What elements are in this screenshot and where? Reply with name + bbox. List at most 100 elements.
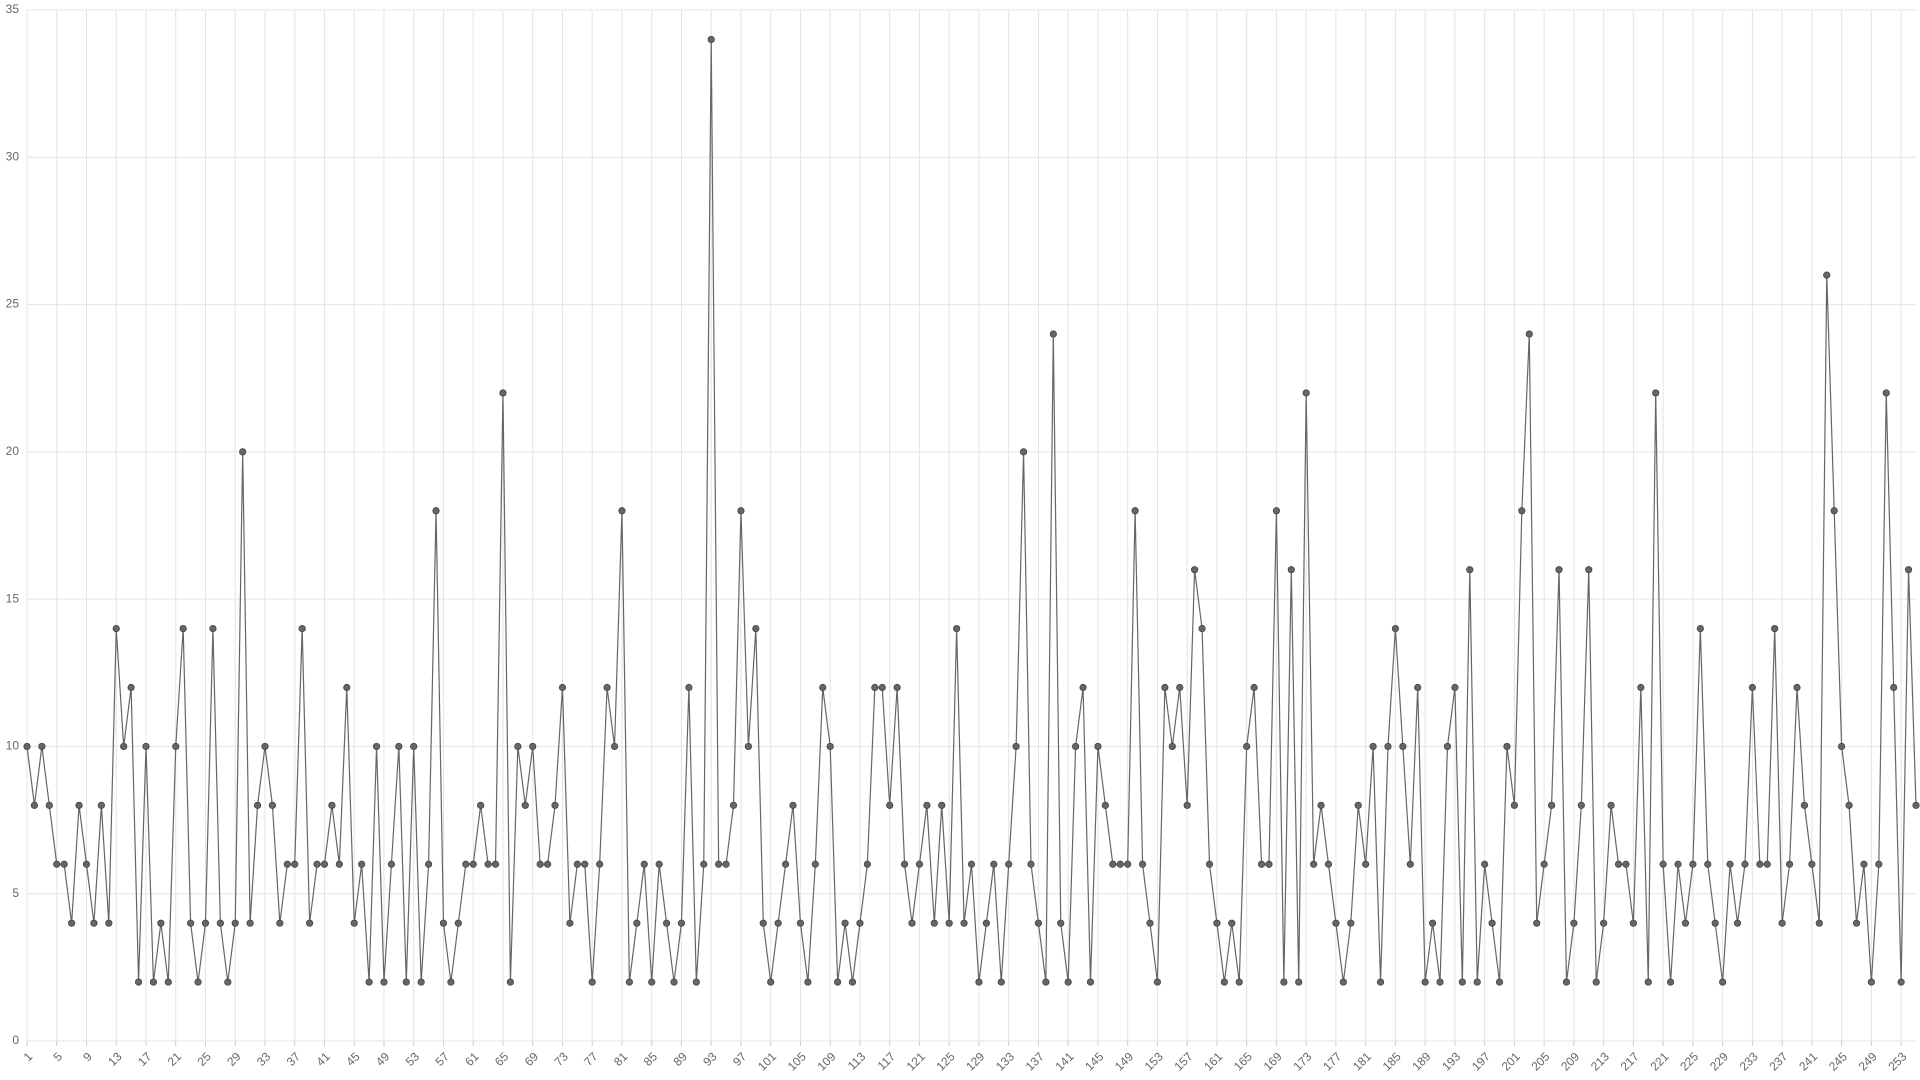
x-tick-label: 61: [462, 1049, 482, 1069]
point: [328, 801, 336, 809]
point: [97, 801, 105, 809]
x-tick-label: 121: [904, 1049, 928, 1073]
point: [380, 978, 388, 986]
point: [1510, 801, 1519, 809]
point: [1800, 801, 1809, 809]
x-tick-label: 197: [1469, 1049, 1493, 1073]
y-tick-label: 5: [12, 886, 19, 900]
x-tick-label: 73: [551, 1049, 571, 1069]
point: [1198, 624, 1206, 633]
x-tick-label: 49: [373, 1049, 393, 1069]
point: [1607, 801, 1615, 809]
point: [588, 978, 596, 986]
point: [1287, 566, 1295, 574]
point: [1897, 978, 1905, 986]
point: [871, 683, 879, 692]
point: [1681, 919, 1690, 927]
point: [514, 742, 522, 751]
y-tick-label: 25: [6, 297, 20, 311]
point: [320, 860, 329, 868]
point: [1793, 683, 1801, 692]
point: [670, 978, 678, 986]
x-tick-label: 125: [933, 1049, 957, 1073]
point: [201, 919, 210, 927]
point: [1904, 566, 1913, 574]
point: [261, 742, 269, 751]
point: [1399, 742, 1407, 751]
point: [1637, 683, 1645, 692]
point: [454, 919, 462, 927]
point: [938, 801, 946, 809]
point: [60, 860, 68, 868]
point: [1488, 919, 1496, 927]
point: [1146, 919, 1154, 927]
x-tick-label: 173: [1290, 1049, 1314, 1073]
x-tick-label: 101: [755, 1049, 779, 1073]
point: [1153, 978, 1162, 986]
point: [1362, 860, 1370, 868]
point: [1034, 919, 1043, 927]
point: [1250, 683, 1258, 692]
point: [179, 624, 187, 633]
point: [826, 742, 834, 751]
point: [752, 624, 760, 633]
point: [1674, 860, 1682, 868]
point: [1867, 978, 1875, 986]
point: [960, 919, 968, 927]
point: [30, 801, 39, 809]
x-tick-label: 189: [1409, 1049, 1433, 1073]
point: [1205, 860, 1214, 868]
x-tick-label: 129: [963, 1049, 987, 1073]
point: [1384, 742, 1392, 751]
x-tick-label: 9: [80, 1049, 95, 1064]
x-tick-label: 5: [50, 1049, 65, 1064]
point: [358, 860, 366, 868]
point: [685, 683, 693, 692]
point: [863, 860, 871, 868]
point: [1391, 624, 1400, 633]
point: [1689, 860, 1697, 868]
point: [1161, 683, 1169, 692]
y-tick-label: 20: [6, 444, 20, 458]
point: [187, 919, 195, 927]
x-tick-label: 237: [1766, 1049, 1790, 1073]
point: [1042, 978, 1050, 986]
point: [804, 978, 812, 986]
x-tick-label: 157: [1171, 1049, 1195, 1073]
point: [224, 978, 232, 986]
x-tick-label: 181: [1350, 1049, 1374, 1073]
point: [1347, 919, 1355, 927]
x-tick-label: 21: [165, 1049, 185, 1069]
point: [45, 801, 53, 809]
point: [1785, 860, 1794, 868]
point: [1049, 330, 1057, 338]
point: [945, 919, 953, 927]
point: [1726, 860, 1734, 868]
x-tick-label: 153: [1142, 1049, 1166, 1073]
point: [149, 978, 158, 986]
point: [1243, 742, 1251, 751]
point: [543, 860, 552, 868]
point: [767, 978, 775, 986]
point: [596, 860, 604, 868]
x-tick-label: 81: [611, 1049, 631, 1069]
point: [1235, 978, 1243, 986]
point: [1912, 801, 1920, 809]
point: [1376, 978, 1385, 986]
point: [819, 683, 827, 692]
point: [1838, 742, 1846, 751]
point: [298, 624, 306, 633]
x-tick-label: 69: [522, 1049, 542, 1069]
point: [1748, 683, 1756, 692]
x-tick-label: 113: [845, 1049, 869, 1073]
point: [1094, 742, 1102, 751]
x-tick-label: 213: [1588, 1049, 1612, 1073]
point: [1815, 919, 1823, 927]
point: [499, 389, 507, 397]
point: [930, 919, 938, 927]
x-tick-label: 201: [1499, 1049, 1523, 1073]
point: [410, 742, 418, 751]
point: [1220, 978, 1228, 986]
point: [1176, 683, 1184, 692]
point: [1466, 566, 1474, 574]
